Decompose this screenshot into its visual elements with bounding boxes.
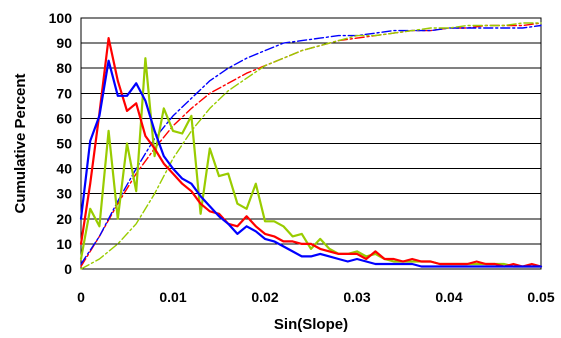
y-axis-ticks: 0 10 20 30 40 50 60 70 80 90 100 [49, 10, 73, 277]
y-tick-label: 0 [64, 261, 72, 277]
series-lines [79, 22, 543, 270]
plot-area [80, 17, 542, 270]
x-axis-ticks: 0 0.01 0.02 0.03 0.04 0.05 [77, 289, 555, 305]
x-tick-label: 0.04 [435, 289, 462, 305]
cumulative-series-line [80, 22, 542, 270]
x-tick-label: 0.02 [251, 289, 278, 305]
y-tick-label: 30 [56, 186, 72, 202]
y-axis-title: Cumulative Percent [12, 73, 29, 213]
y-tick-label: 40 [56, 161, 72, 177]
y-tick-label: 60 [56, 110, 72, 126]
y-tick-label: 90 [56, 35, 72, 51]
x-tick-label: 0.01 [159, 289, 186, 305]
x-tick-label: 0.03 [343, 289, 370, 305]
x-tick-label: 0.05 [527, 289, 554, 305]
y-tick-label: 80 [56, 60, 72, 76]
frequency-series-line [79, 36, 543, 268]
y-tick-label: 10 [56, 236, 72, 252]
y-tick-label: 50 [56, 136, 72, 152]
x-tick-label: 0 [77, 289, 85, 305]
frequency-series-line [79, 59, 543, 268]
y-tick-label: 100 [49, 10, 73, 26]
y-tick-label: 20 [56, 211, 72, 227]
x-axis-title: Sin(Slope) [274, 316, 348, 333]
y-tick-label: 70 [56, 85, 72, 101]
